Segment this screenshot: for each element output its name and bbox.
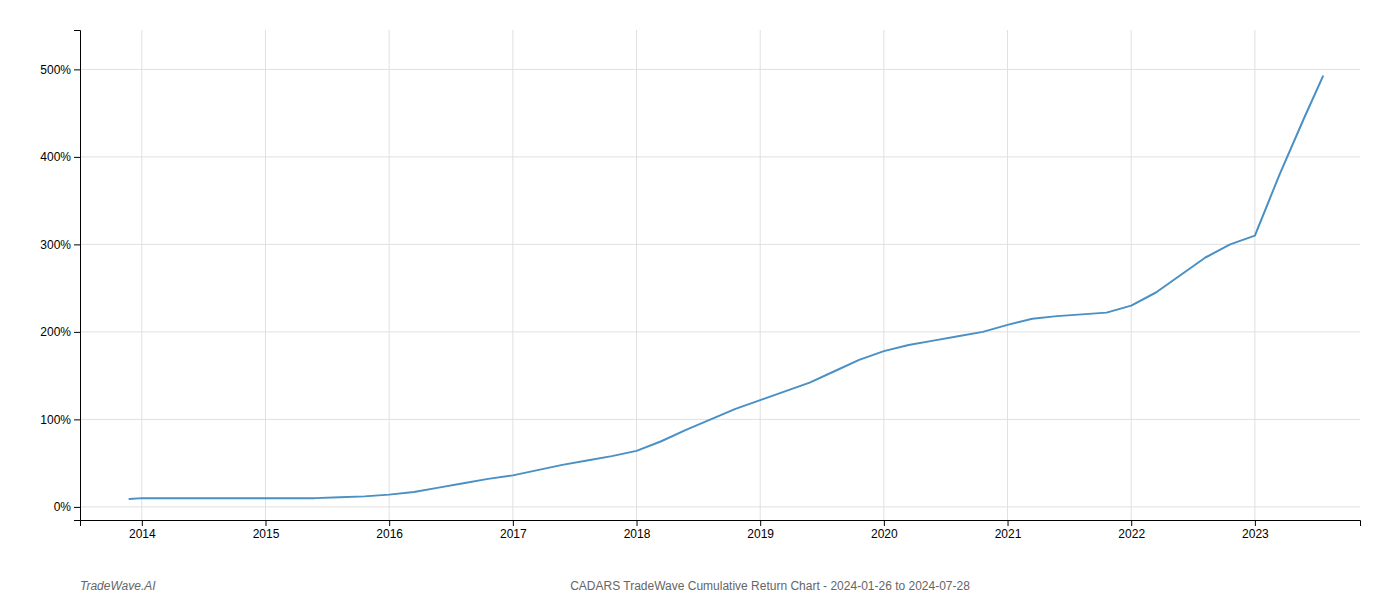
x-tick-label: 2018 bbox=[624, 527, 651, 541]
y-tick-label: 200% bbox=[40, 325, 71, 339]
grid-line-y bbox=[80, 244, 1360, 245]
y-tick-label: 100% bbox=[40, 413, 71, 427]
grid-line-x bbox=[883, 30, 884, 520]
x-tick-label: 2017 bbox=[500, 527, 527, 541]
grid-line-y bbox=[80, 506, 1360, 507]
x-tick-mark bbox=[513, 520, 514, 526]
x-tick: 2022 bbox=[1118, 520, 1145, 541]
x-tick: 2023 bbox=[1242, 520, 1269, 541]
x-tick-label: 2016 bbox=[376, 527, 403, 541]
y-tick-mark bbox=[74, 244, 80, 245]
x-tick-mark bbox=[389, 520, 390, 526]
y-tick: 100% bbox=[40, 413, 80, 427]
x-tick-mark bbox=[637, 520, 638, 526]
x-tick-label: 2019 bbox=[747, 527, 774, 541]
y-tick: 200% bbox=[40, 325, 80, 339]
y-tick-mark bbox=[74, 419, 80, 420]
grid-line-x bbox=[760, 30, 761, 520]
x-tick: 2015 bbox=[253, 520, 280, 541]
y-tick-mark bbox=[74, 69, 80, 70]
grid-line-x bbox=[1007, 30, 1008, 520]
x-tick-mark bbox=[1008, 520, 1009, 526]
grid-line-x bbox=[636, 30, 637, 520]
y-tick-label: 400% bbox=[40, 150, 71, 164]
x-tick: 2016 bbox=[376, 520, 403, 541]
grid bbox=[80, 30, 1360, 520]
y-tick-label: 0% bbox=[54, 500, 72, 514]
grid-line-x bbox=[512, 30, 513, 520]
grid-line-x bbox=[1254, 30, 1255, 520]
x-tick-mark bbox=[1131, 520, 1132, 526]
grid-line-y bbox=[80, 156, 1360, 157]
grid-line-y bbox=[80, 419, 1360, 420]
x-tick-mark bbox=[884, 520, 885, 526]
grid-line-x bbox=[1131, 30, 1132, 520]
x-tick: 2014 bbox=[129, 520, 156, 541]
line bbox=[129, 76, 1322, 499]
x-tick: 2021 bbox=[995, 520, 1022, 541]
y-tick-label: 500% bbox=[40, 63, 71, 77]
plot-area: 2014 2015 2016 2017 2018 2019 2020 2021 2022 2023… bbox=[40, 30, 1360, 541]
x-tick-label: 2022 bbox=[1118, 527, 1145, 541]
grid-line-y bbox=[80, 69, 1360, 70]
x-axis: 2014 2015 2016 2017 2018 2019 2020 2021 2022 2023 bbox=[81, 520, 1361, 541]
x-tick-label: 2014 bbox=[129, 527, 156, 541]
grid-line-x bbox=[389, 30, 390, 520]
x-tick-mark bbox=[266, 520, 267, 526]
x-tick-label: 2021 bbox=[995, 527, 1022, 541]
x-tick: 2019 bbox=[747, 520, 774, 541]
x-tick-label: 2015 bbox=[253, 527, 280, 541]
y-tick-mark bbox=[74, 157, 80, 158]
grid-line-y bbox=[80, 331, 1360, 332]
y-tick-label: 300% bbox=[40, 238, 71, 252]
x-tick: 2018 bbox=[624, 520, 651, 541]
grid-line-x bbox=[141, 30, 142, 520]
x-tick-mark bbox=[142, 520, 143, 526]
x-tick-label: 2020 bbox=[871, 527, 898, 541]
x-tick: 2017 bbox=[500, 520, 527, 541]
x-axis-line bbox=[81, 521, 1361, 527]
y-axis: 0% 100% 200% 300% 400% 500% bbox=[40, 31, 80, 521]
x-tick-label: 2023 bbox=[1242, 527, 1269, 541]
y-tick: 300% bbox=[40, 238, 80, 252]
x-tick-mark bbox=[1255, 520, 1256, 526]
y-tick: 0% bbox=[54, 500, 80, 514]
y-tick-mark bbox=[74, 507, 80, 508]
y-axis-line bbox=[74, 31, 81, 521]
series-group bbox=[129, 76, 1322, 499]
chart: 2014 2015 2016 2017 2018 2019 2020 2021 2022 2023… bbox=[0, 0, 1400, 600]
y-tick: 500% bbox=[40, 63, 80, 77]
y-tick: 400% bbox=[40, 150, 80, 164]
footer-right: CADARS TradeWave Cumulative Return Chart… bbox=[570, 579, 970, 593]
grid-line-x bbox=[265, 30, 266, 520]
footer-left: TradeWave.AI bbox=[80, 579, 156, 593]
x-tick: 2020 bbox=[871, 520, 898, 541]
x-tick-mark bbox=[760, 520, 761, 526]
y-tick-mark bbox=[74, 332, 80, 333]
